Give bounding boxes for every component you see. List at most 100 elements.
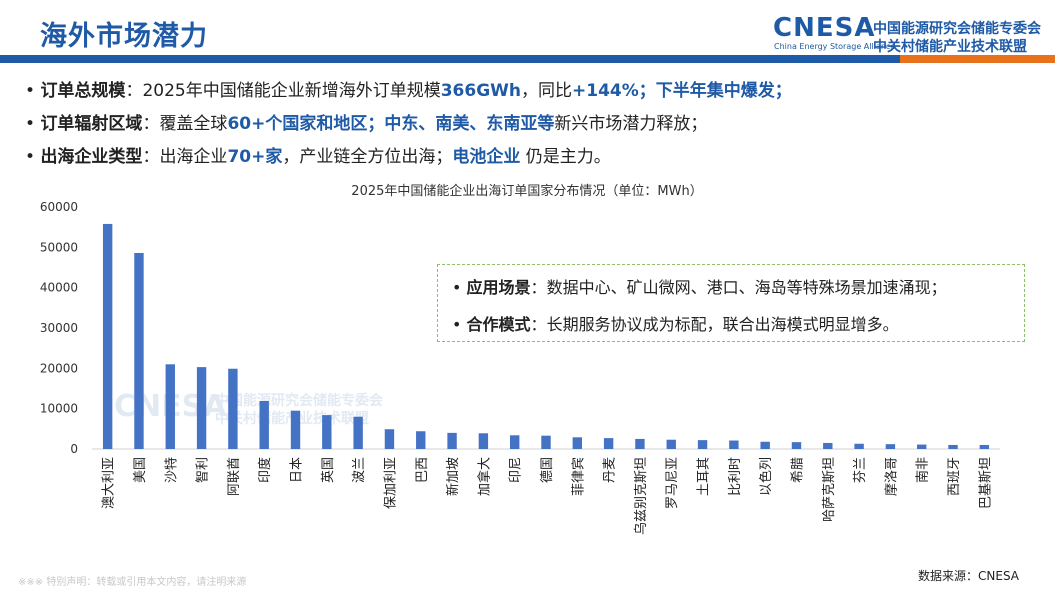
callout-text: 长期服务协议成为标配，联合出海模式明显增多。 (546, 315, 899, 334)
x-tick-label: 罗马尼亚 (665, 457, 680, 509)
watermark-line1: 中国能源研究会储能专委会 (215, 392, 384, 409)
x-tick-label: 丹麦 (603, 457, 618, 483)
x-tick-label: 南非 (915, 457, 931, 483)
x-tick-label: 印度 (257, 457, 273, 483)
bar-16 (572, 437, 583, 449)
page-title: 海外市场潜力 (40, 21, 208, 52)
bar-14 (509, 435, 520, 449)
bullet-sep: ： (142, 114, 160, 134)
bullet-highlight: 电池企业 (452, 147, 521, 167)
bar-28 (948, 444, 958, 449)
x-tick-label: 巴基斯坦 (978, 457, 993, 509)
bullet-label: 订单总规模 (40, 81, 126, 101)
y-tick-label: 50000 (40, 240, 78, 254)
bar-12 (447, 432, 457, 449)
bullet-text: ，同比 (521, 81, 572, 101)
bullet-label: 出海企业类型 (40, 147, 143, 167)
logo-org-line1: 中国能源研究会储能专委会 (873, 21, 1041, 37)
bar-29 (979, 444, 990, 449)
y-tick-label: 20000 (40, 361, 78, 375)
x-tick-label: 希腊 (790, 457, 805, 483)
x-tick-label: 美国 (133, 457, 148, 483)
callout-text: 数据中心、矿山微网、港口、海岛等特殊场景加速涌现； (546, 278, 947, 297)
bullet-sep: ： (125, 81, 143, 101)
bar-6 (259, 401, 269, 449)
x-tick-label: 西班牙 (947, 457, 962, 496)
bar-series (102, 223, 990, 449)
bar-9 (353, 416, 363, 449)
bar-4 (196, 367, 207, 449)
bar-13 (478, 433, 489, 449)
bullet-text: 出海企业 (159, 147, 228, 167)
x-tick-label: 阿联酋 (226, 457, 242, 496)
x-tick-label: 保加利亚 (383, 457, 398, 509)
bullet-text: ，产业链全方位出海； (282, 147, 453, 167)
x-tick-label: 芬兰 (853, 457, 868, 483)
logo-brand-sub: China Energy Storage Alliance (774, 42, 896, 51)
bar-17 (603, 438, 614, 449)
bar-10 (384, 429, 395, 449)
x-tick-label: 加拿大 (476, 457, 492, 496)
x-tick-label: 澳大利亚 (101, 457, 117, 509)
y-tick-label: 0 (70, 442, 78, 456)
x-tick-label: 比利时 (728, 457, 743, 496)
bullet-highlight: 60+个国家和地区；中东、南美、东南亚等 (227, 114, 555, 134)
callout-sep: ： (530, 315, 547, 334)
cnesa-logo: CNESA China Energy Storage Alliance 中国能源… (773, 13, 1045, 55)
bullet-text: 2025年中国储能企业新增海外订单规模 (142, 81, 441, 101)
bullet-dot: • (25, 81, 41, 101)
bar-5 (228, 368, 238, 449)
x-tick-label: 波兰 (352, 457, 367, 483)
chart-title: 2025年中国储能企业出海订单国家分布情况（单位：MWh） (351, 183, 702, 199)
x-tick-label: 土耳其 (697, 457, 712, 496)
bar-8 (322, 415, 332, 449)
bullet-dot: • (452, 315, 467, 334)
bar-19 (666, 439, 676, 449)
bar-25 (854, 443, 864, 449)
bullet-sep: ： (142, 147, 160, 167)
bar-11 (416, 431, 426, 449)
callout-label: 应用场景 (466, 278, 531, 297)
logo-org-line2: 中关村储能产业技术联盟 (873, 39, 1027, 55)
bar-15 (541, 435, 551, 449)
x-tick-label: 新加坡 (445, 457, 461, 496)
bar-chart: 2025年中国储能企业出海订单国家分布情况（单位：MWh） CNESA 中国能源… (40, 183, 1000, 535)
x-tick-label: 智利 (196, 457, 211, 483)
x-tick-label: 德国 (540, 457, 555, 483)
bar-7 (290, 410, 301, 449)
x-tick-label: 哈萨克斯坦 (822, 457, 837, 522)
bullet-order-region: • 订单辐射区域：覆盖全球60+个国家和地区；中东、南美、东南亚等新兴市场潜力释… (25, 109, 707, 134)
bullet-dot: • (25, 114, 41, 134)
bullet-highlight: +144%；下半年集中爆发； (572, 81, 792, 101)
x-axis-labels: 澳大利亚 美国 沙特 智利 阿联酋 印度 日本 英国 波兰 保加利亚 巴西 新加坡 加拿大 印尼 德国 菲律宾… (101, 457, 994, 535)
y-tick-label: 60000 (40, 200, 78, 214)
bar-20 (697, 440, 708, 449)
x-tick-label: 英国 (321, 457, 336, 483)
x-tick-label: 以色列 (758, 457, 774, 496)
y-tick-label: 40000 (40, 281, 78, 295)
bullet-highlight: 70+家 (227, 147, 283, 167)
callout-item-cooperation: • 合作模式：长期服务协议成为标配，联合出海模式明显增多。 (452, 311, 899, 335)
bullet-dot: • (25, 147, 41, 167)
bar-2 (134, 252, 144, 449)
y-tick-label: 30000 (40, 321, 78, 335)
header-band (0, 55, 1055, 63)
logo-brand: CNESA (773, 13, 876, 43)
bullet-dot: • (452, 278, 467, 297)
footnote: ※※※ 特别声明：转载或引用本文内容，请注明来源 (18, 577, 247, 588)
bar-23 (791, 442, 802, 449)
bar-27 (917, 444, 927, 449)
cnesa-watermark: CNESA 中国能源研究会储能专委会 中关村储能产业技术联盟 (114, 389, 384, 427)
bullet-text: 覆盖全球 (159, 114, 228, 134)
data-source: 数据来源：CNESA (918, 569, 1019, 583)
bar-1 (102, 223, 113, 449)
x-tick-label: 沙特 (164, 457, 179, 483)
bullet-order-scale: • 订单总规模：2025年中国储能企业新增海外订单规模366GWh，同比+144… (25, 76, 792, 101)
y-axis: 0 10000 20000 30000 40000 50000 60000 (40, 200, 1000, 456)
bar-24 (823, 442, 833, 449)
bar-18 (635, 438, 645, 449)
bar-26 (885, 444, 896, 449)
bullet-label: 订单辐射区域 (40, 114, 143, 134)
x-tick-label: 菲律宾 (570, 457, 586, 496)
bullet-text: 仍是主力。 (525, 147, 611, 167)
